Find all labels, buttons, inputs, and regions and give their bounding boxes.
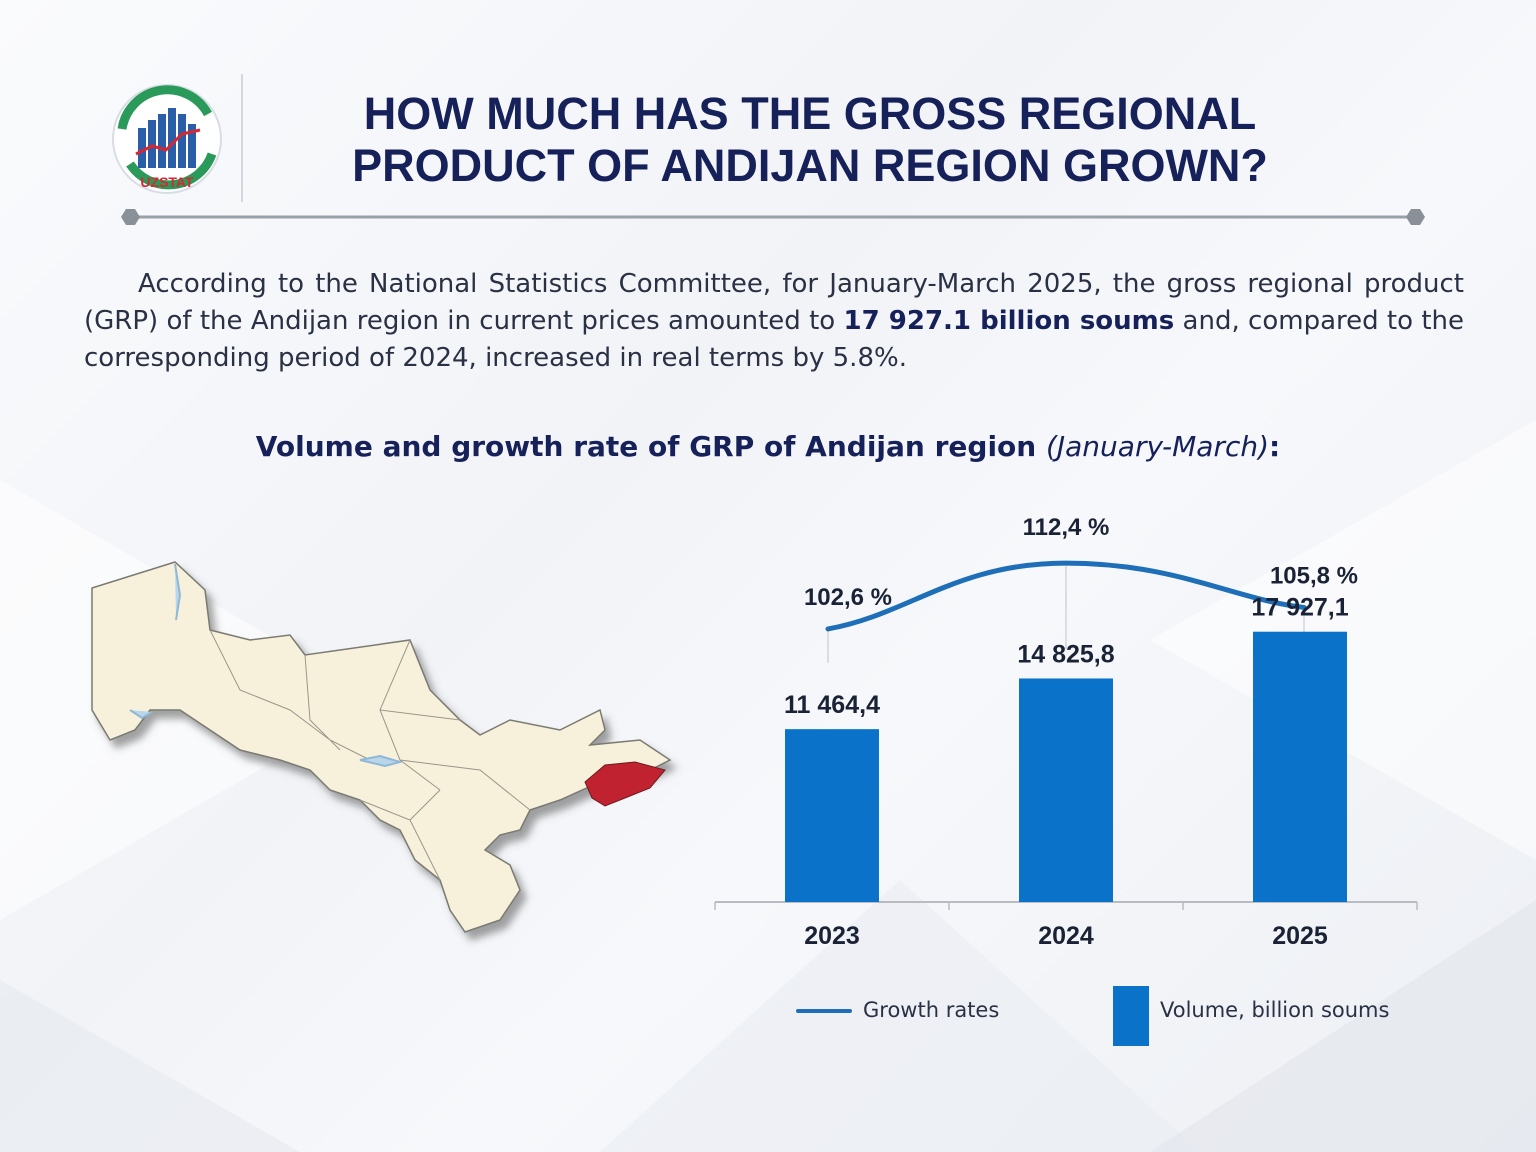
- bar-2023: [785, 729, 879, 902]
- x-tick-label-2025: 2025: [1272, 922, 1328, 950]
- chart-heading: Volume and growth rate of GRP of Andijan…: [0, 430, 1536, 463]
- bar-2025: [1253, 631, 1347, 902]
- legend-growth-rates-label: Growth rates: [863, 998, 1000, 1022]
- logo-text: UZSTAT: [140, 174, 194, 190]
- uzstat-logo: UZSTAT: [112, 84, 222, 194]
- x-tick-label-2023: 2023: [804, 922, 860, 950]
- page-title: HOW MUCH HAS THE GROSS REGIONAL PRODUCT …: [280, 88, 1340, 192]
- growth-label-2025: 105,8 %: [1270, 562, 1358, 589]
- growth-label-2023: 102,6 %: [804, 584, 892, 611]
- water-bodies: [129, 563, 404, 768]
- x-tick-label-2024: 2024: [1038, 922, 1094, 950]
- legend-volume-swatch: [1113, 986, 1149, 1046]
- intro-text-after: and, compared to the corresponding perio…: [84, 306, 1465, 373]
- bar-value-label-2024: 14 825,8: [1017, 640, 1114, 668]
- chart-heading-main: Volume and growth rate of GRP of Andijan…: [255, 430, 1046, 463]
- growth-rate-line: [825, 560, 1307, 632]
- region-borders: [209, 629, 531, 881]
- page-title-line-2: PRODUCT OF ANDIJAN REGION GROWN?: [352, 140, 1268, 191]
- intro-text-before: According to the National Statistics Com…: [84, 269, 1464, 336]
- legend-volume-label: Volume, billion soums: [1160, 998, 1390, 1022]
- bar-value-label-2025: 17 927,1: [1251, 594, 1348, 622]
- grp-chart: 11 464,4 2023 14 825,8 2024 17 927,1 2025 102,…: [714, 514, 1418, 950]
- intro-paragraph: According to the National Statistics Com…: [84, 266, 1464, 377]
- header-divider: [241, 74, 243, 202]
- page-title-line-1: HOW MUCH HAS THE GROSS REGIONAL: [363, 88, 1257, 139]
- title-rule: [121, 209, 1425, 225]
- bar-2024: [1019, 678, 1113, 902]
- country-outline: [91, 561, 672, 933]
- bar-value-label-2023: 11 464,4: [784, 691, 880, 719]
- andijan-region-highlight: [584, 761, 666, 807]
- legend-growth-rates-swatch: [796, 1009, 852, 1013]
- chart-heading-suffix: :: [1269, 430, 1281, 463]
- intro-highlight-value: 17 927.1 billion soums: [843, 306, 1175, 336]
- growth-label-2024: 112,4 %: [1023, 514, 1110, 541]
- chart-heading-period: (January-March): [1045, 430, 1270, 463]
- uzbekistan-map: [91, 561, 672, 933]
